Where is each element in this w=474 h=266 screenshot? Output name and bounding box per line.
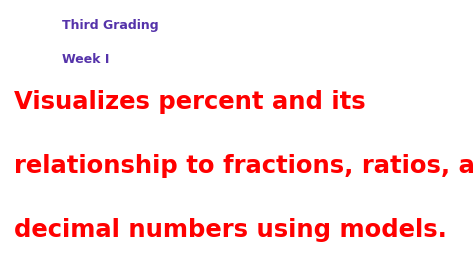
Text: Week I: Week I [62, 53, 109, 66]
Text: relationship to fractions, ratios, and: relationship to fractions, ratios, and [14, 154, 474, 178]
Text: decimal numbers using models.: decimal numbers using models. [14, 218, 447, 242]
Text: Visualizes percent and its: Visualizes percent and its [14, 90, 366, 114]
Text: Third Grading: Third Grading [62, 19, 158, 32]
